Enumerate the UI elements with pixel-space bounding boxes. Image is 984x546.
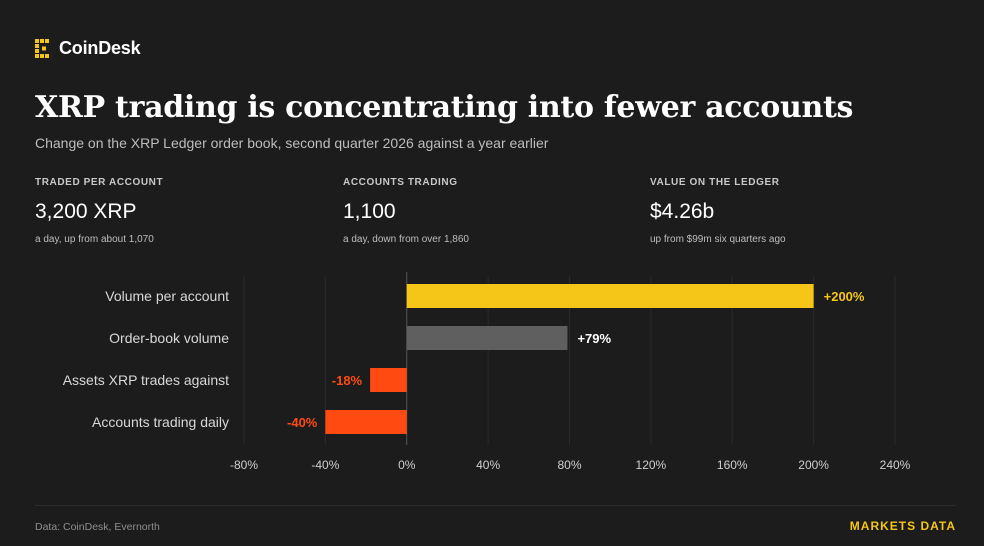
x-tick-label: 40% [476,458,500,472]
chart-title: XRP trading is concentrating into fewer … [35,90,854,125]
x-tick-label: 200% [798,458,829,472]
x-tick-label: 0% [398,458,416,472]
chart-subtitle: Change on the XRP Ledger order book, sec… [35,135,549,151]
bar [325,410,407,434]
stat-value-on-ledger: VALUE ON THE LEDGER $4.26b up from $99m … [650,177,786,245]
data-label: +79% [577,331,611,346]
category-label: Assets XRP trades against [63,372,229,388]
stat-note: a day, up from about 1,070 [35,234,154,245]
stat-value: 1,100 [343,200,396,223]
brand-name: CoinDesk [59,38,141,58]
x-tick-label: 80% [557,458,581,472]
stat-value: $4.26b [650,200,715,223]
x-tick-label: -80% [230,458,258,472]
stat-traded-per-account: TRADED PER ACCOUNT 3,200 XRP a day, up f… [35,177,163,245]
x-tick-label: 160% [717,458,748,472]
data-label: +200% [824,289,865,304]
stat-note: up from $99m six quarters ago [650,234,786,245]
x-tick-label: 240% [880,458,911,472]
category-label: Volume per account [105,288,229,304]
source-note: Data: CoinDesk, Evernorth [35,521,160,533]
category-label: Order-book volume [109,330,229,346]
x-tick-label: -40% [311,458,339,472]
bar-chart: -80% -40% 0% 40% 80% 120% 160% 200% 240% Volume p… [63,272,911,472]
stat-accounts-trading: ACCOUNTS TRADING 1,100 a day, down from … [343,177,469,245]
bar [406,326,568,350]
x-tick-label: 120% [636,458,667,472]
brand-logo: CoinDesk [35,38,141,59]
section-tag: MARKETS DATA [849,519,956,533]
footer-divider [35,505,956,506]
data-label: -18% [332,373,363,388]
bar [406,284,814,308]
category-label: Accounts trading daily [92,414,229,430]
stat-label: ACCOUNTS TRADING [343,177,458,188]
stat-value: 3,200 XRP [35,200,137,223]
stat-note: a day, down from over 1,860 [343,234,469,245]
stat-label: VALUE ON THE LEDGER [650,177,780,188]
stat-label: TRADED PER ACCOUNT [35,177,164,188]
coindesk-logo-icon [35,38,49,58]
bar [370,368,407,392]
data-label: -40% [287,415,318,430]
